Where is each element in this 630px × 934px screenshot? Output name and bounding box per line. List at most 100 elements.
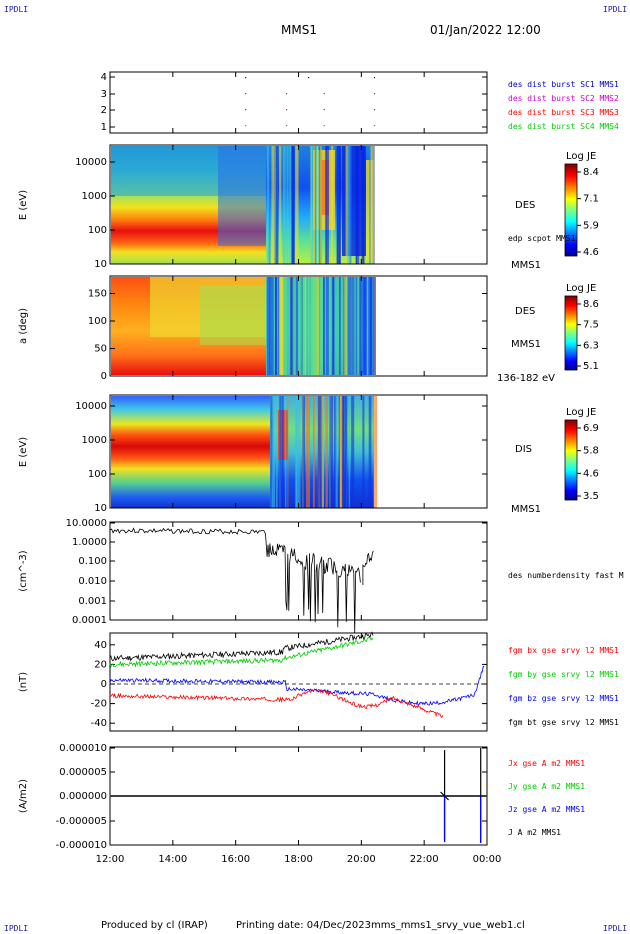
dis-energy-y-tick-label: 10 bbox=[94, 503, 107, 514]
spectrogram-stripe bbox=[290, 277, 293, 375]
bfield-legend-entry: fgm bz gse srvy l2 MMS1 bbox=[508, 694, 619, 703]
colorbar-tick-label: 6.3 bbox=[583, 340, 599, 351]
spectrogram-stripe bbox=[361, 277, 366, 375]
time-tick-label: 20:00 bbox=[347, 854, 376, 865]
burst-legend-entry: des dist burst SC4 MMS4 bbox=[508, 122, 619, 131]
burst-y-tick-label: 4 bbox=[101, 72, 107, 83]
colorbar-tick-label: 6.9 bbox=[583, 423, 599, 434]
spectrogram-stripe bbox=[339, 277, 341, 375]
spectrogram-stripe bbox=[336, 146, 338, 264]
spectrogram-stripe bbox=[362, 396, 365, 508]
des-energy-y-tick-label: 10 bbox=[94, 259, 107, 270]
dis-energy-y-tick-label: 100 bbox=[88, 469, 107, 480]
time-tick-label: 16:00 bbox=[221, 854, 250, 865]
spectrogram-stripe bbox=[274, 146, 279, 264]
spectrogram-stripe bbox=[329, 277, 331, 375]
burst-mark bbox=[285, 93, 288, 95]
des-energy-y-tick-label: 10000 bbox=[75, 157, 107, 168]
spectrogram-stripe bbox=[293, 277, 296, 375]
footer-printing-date: Printing date: 04/Dec/2023 bbox=[236, 920, 371, 931]
current-legend-entry: Jy gse A m2 MMS1 bbox=[508, 782, 585, 791]
colorbar-tick-label: 5.1 bbox=[583, 361, 599, 372]
burst-mark bbox=[245, 93, 247, 95]
burst-mark bbox=[245, 125, 247, 127]
spectrogram-stripe bbox=[340, 396, 345, 508]
panel-burst-availability: 1 2 3 4 des dist burst SC1 MMS1 des dist bur… bbox=[101, 71, 619, 134]
density-series-line bbox=[109, 527, 374, 633]
colorbar-title: Log JE bbox=[566, 151, 596, 162]
footer-produced-by: Produced by cl (IRAP) bbox=[101, 920, 208, 931]
burst-mark bbox=[373, 77, 376, 79]
current-y-tick-label: 0.000010 bbox=[59, 743, 107, 754]
spectrogram-stripe bbox=[319, 146, 322, 264]
spectrogram-stripe bbox=[312, 396, 315, 508]
spectrogram-stripe bbox=[296, 396, 300, 508]
spectrogram-stripe bbox=[295, 277, 298, 375]
colorbar-tick-label: 4.6 bbox=[583, 247, 599, 258]
spectrogram-stripe bbox=[362, 146, 365, 264]
density-y-tick-label: 0.001 bbox=[78, 596, 107, 607]
bfield-y-tick-label: -40 bbox=[91, 718, 107, 729]
dis-energy-y-tick-label: 1000 bbox=[82, 435, 107, 446]
des-pitch-green bbox=[200, 285, 266, 345]
des-pitch-y-tick-label: 150 bbox=[88, 289, 107, 300]
colorbar-tick-label: 4.6 bbox=[583, 468, 599, 479]
panel-density: 10.0000 1.0000 0.100 0.010 0.001 0.0001 des n… bbox=[66, 518, 624, 633]
des-pitch-spacecraft-label: MMS1 bbox=[511, 339, 541, 350]
colorbar-tick-label: 8.4 bbox=[583, 167, 599, 178]
des-energy-y-tick-label: 1000 bbox=[82, 191, 107, 202]
spectrogram-stripe bbox=[342, 396, 347, 508]
spectrogram-stripe bbox=[299, 396, 301, 508]
spectrogram-stripe bbox=[326, 146, 329, 264]
colorbar-tick-label: 7.5 bbox=[583, 320, 599, 331]
spectrogram-stripe bbox=[325, 396, 328, 508]
des-pitch-y-axis-label: a (deg) bbox=[18, 308, 29, 344]
spectrogram-stripe bbox=[313, 277, 318, 375]
burst-legend-entry: des dist burst SC3 MMS3 bbox=[508, 108, 619, 117]
bfield-y-tick-label: 20 bbox=[94, 659, 107, 670]
bfield-legend-entry: fgm by gse srvy l2 MMS1 bbox=[508, 670, 619, 679]
burst-legend-entry: des dist burst SC2 MMS2 bbox=[508, 94, 619, 103]
spectrogram-stripe bbox=[335, 396, 338, 508]
spectrogram-stripe bbox=[316, 146, 319, 264]
panel-frame bbox=[109, 521, 488, 621]
spectrogram-stripe bbox=[302, 396, 306, 508]
spectrogram-stripe bbox=[295, 146, 299, 264]
spectrogram-stripe bbox=[368, 396, 372, 508]
spectrogram-stripe bbox=[268, 146, 271, 264]
spectrogram-stripe bbox=[355, 146, 360, 264]
panel-des-energy: 10 100 1000 10000 bbox=[75, 144, 488, 270]
spectrogram-stripe bbox=[319, 277, 324, 375]
spectrogram-stripe bbox=[287, 396, 289, 508]
current-y-tick-label: 0.000000 bbox=[59, 791, 107, 802]
spectrogram-stripe bbox=[271, 146, 276, 264]
spacecraft-title: MMS1 bbox=[281, 23, 317, 37]
bfield-legend-entry: fgm bt gse srvy l2 MMS1 bbox=[508, 718, 619, 727]
colorbar-tick-label: 8.6 bbox=[583, 299, 599, 310]
density-y-tick-label: 1.0000 bbox=[72, 537, 107, 548]
bfield-legend-entry: fgm bx gse srvy l2 MMS1 bbox=[508, 646, 619, 655]
density-y-tick-label: 0.100 bbox=[78, 556, 107, 567]
spectrogram-stripe bbox=[291, 277, 295, 375]
spectrogram-stripe bbox=[331, 277, 335, 375]
dis-energy-y-axis-label: E (eV) bbox=[18, 437, 29, 467]
spectrogram-stripe bbox=[308, 277, 310, 375]
spectrogram-stripe bbox=[361, 146, 364, 264]
current-legend-entry: Jz gse A m2 MMS1 bbox=[508, 805, 585, 814]
spectrogram-stripe bbox=[310, 146, 314, 264]
spectrogram-stripe bbox=[333, 396, 337, 508]
corner-label-top-left: IPDLI bbox=[4, 5, 28, 14]
burst-mark bbox=[323, 125, 325, 127]
spectrogram-stripe bbox=[282, 146, 286, 264]
spectrogram-stripe bbox=[322, 277, 325, 375]
spectrogram-stripe bbox=[370, 146, 375, 264]
density-legend-entry: des numberdensity fast M bbox=[508, 571, 624, 580]
panel-frame bbox=[109, 632, 488, 732]
spectrogram-stripe bbox=[337, 146, 341, 264]
spectrogram-stripe bbox=[359, 277, 362, 375]
spectrogram-stripe bbox=[329, 396, 334, 508]
current-density-y-axis-label: (A/m2) bbox=[18, 779, 29, 813]
time-tick-label: 14:00 bbox=[158, 854, 187, 865]
spectrogram-stripe bbox=[279, 396, 282, 508]
